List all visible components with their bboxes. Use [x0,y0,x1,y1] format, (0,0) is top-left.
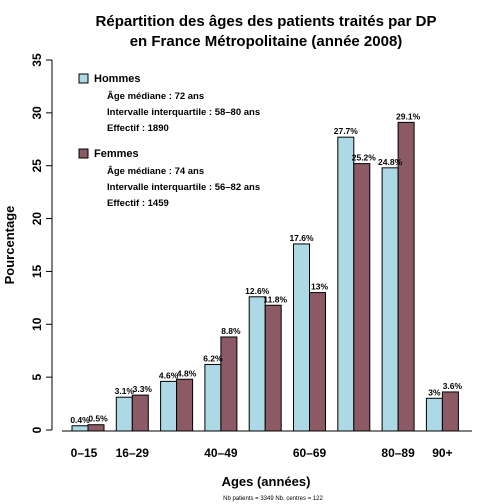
data-label-femmes-8: 3.6% [443,381,463,391]
legend-swatch-femmes [78,148,89,159]
data-label-hommes-1: 3.1% [115,386,135,396]
legend-detail: Âge médiane : 74 ans [107,165,204,177]
y-tick-label: 15 [30,264,44,278]
x-tick-label: 16–29 [116,446,150,460]
bar-hommes-8 [425,397,443,432]
bar-femmes-7 [397,121,415,432]
x-tick-label: 0–15 [71,446,98,460]
bar-hommes-4 [248,296,266,432]
data-label-femmes-1: 3.3% [133,384,153,394]
bar-hommes-3 [204,363,222,432]
data-label-femmes-4: 11.8% [263,294,287,304]
bars [71,121,459,432]
y-tick-label: 30 [30,106,44,120]
bar-hommes-1 [115,396,133,432]
bar-femmes-5 [309,292,326,432]
bar-hommes-2 [160,380,178,432]
y-tick-label: 5 [30,373,44,380]
y-tick-label: 10 [30,317,44,331]
bar-hommes-0 [71,425,89,432]
legend-name-femmes: Femmes [94,148,139,160]
data-label-femmes-0: 0.5% [88,414,108,424]
y-tick-label: 25 [30,159,44,173]
x-axis-label: Ages (années) [222,474,311,489]
data-label-femmes-2: 4.8% [177,368,197,378]
legend-detail: Effectif : 1459 [107,198,169,209]
footnote: Nb patients = 3349 Nb. centres = 122 [223,496,323,502]
bar-hommes-6 [337,136,355,432]
bar-femmes-0 [87,424,105,432]
legend-detail: Intervalle interquartile : 56–82 ans [107,182,260,193]
bar-hommes-7 [381,167,399,432]
legend-detail: Effectif : 1890 [107,123,169,134]
chart-title-line-1: Répartition des âges des patients traité… [96,13,437,30]
data-label-femmes-7: 29.1% [396,111,421,121]
x-axis: 0–15 16–29 40–49 60–69 80–89 90+ [62,430,472,460]
bar-femmes-8 [441,391,459,432]
data-label-hommes-2: 4.6% [159,370,179,380]
bar-femmes-6 [353,163,371,432]
y-axis-label: Pourcentage [2,206,17,285]
x-tick-label: 90+ [432,446,452,460]
bar-femmes-2 [176,378,194,432]
chart-title-line-2: en France Métropolitaine (année 2008) [130,33,403,50]
data-label-hommes-3: 6.2% [203,353,223,363]
x-tick-label: 60–69 [293,446,327,460]
x-tick-label: 80–89 [381,446,415,460]
bar-hommes-5 [293,243,310,432]
data-labels: 0.4%0.5% 3.1%3.3% 4.6%4.8% 6.2% 8.8% 12.6%11.… [70,111,462,424]
data-label-hommes-7: 24.8% [378,157,403,167]
bar-femmes-4 [264,304,282,432]
data-label-hommes-0: 0.4% [70,415,90,425]
y-tick-label: 35 [30,53,44,67]
y-axis: 0 5 10 15 20 25 30 35 [30,53,53,433]
data-label-femmes-3: 8.8% [221,326,241,336]
legend-swatch-hommes [78,73,89,84]
y-tick-label: 0 [30,426,44,433]
legend-detail: Âge médiane : 72 ans [107,90,204,102]
data-label-hommes-5: 17.6% [289,233,314,243]
data-label-femmes-6: 25.2% [352,153,377,163]
legend: Hommes Âge médiane : 72 ans Intervalle int… [78,73,260,209]
bar-femmes-3 [220,336,238,432]
data-label-hommes-6: 27.7% [334,126,359,136]
x-tick-label: 40–49 [204,446,238,460]
data-label-femmes-5: 13% [311,282,328,292]
data-label-hommes-4: 12.6% [245,286,270,296]
legend-name-hommes: Hommes [94,73,140,85]
legend-detail: Intervalle interquartile : 58–80 ans [107,107,260,118]
y-tick-label: 20 [30,212,44,226]
data-label-hommes-8: 3% [428,387,441,397]
bar-femmes-1 [131,394,149,432]
